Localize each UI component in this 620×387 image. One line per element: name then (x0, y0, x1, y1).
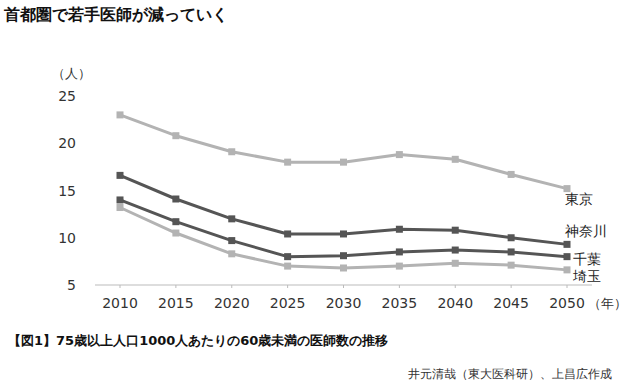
x-tick (399, 285, 400, 288)
series-marker (228, 250, 235, 257)
x-tick-label: 2025 (270, 295, 306, 311)
x-tick-label: 2015 (158, 295, 194, 311)
series-marker (340, 264, 347, 271)
title: 首都圏で若手医師が減っていく (3, 5, 228, 24)
series-line (120, 115, 567, 189)
series-marker (284, 230, 291, 237)
series-marker (564, 266, 571, 273)
x-tick (120, 285, 121, 288)
x-tick-label: 2010 (102, 295, 138, 311)
y-tick-label: 10 (58, 230, 76, 246)
x-tick (175, 285, 176, 288)
series-marker (452, 260, 459, 267)
x-tick-label: 2035 (382, 295, 418, 311)
series-marker (508, 248, 515, 255)
series-marker (172, 196, 179, 203)
series-label: 埼玉 (572, 268, 601, 284)
x-tick-label: 2040 (437, 295, 473, 311)
series-marker (284, 263, 291, 270)
series-marker (228, 148, 235, 155)
y-axis-label: （人） (52, 66, 91, 81)
series-marker (508, 234, 515, 241)
series-marker (396, 248, 403, 255)
series-marker (564, 253, 571, 260)
series-marker (396, 151, 403, 158)
series-marker (284, 159, 291, 166)
series-marker (340, 159, 347, 166)
series-line (120, 208, 567, 270)
series-marker (508, 171, 515, 178)
series-label: 千葉 (573, 251, 601, 267)
y-tick-label: 15 (58, 183, 76, 199)
series-label: 東京 (565, 191, 593, 207)
x-tick (231, 285, 232, 288)
x-tick (287, 285, 288, 288)
series-line (120, 200, 567, 257)
x-axis-label: （年） (588, 296, 620, 311)
series-marker (340, 230, 347, 237)
series-marker (117, 196, 124, 203)
series-marker (117, 204, 124, 211)
series-marker (396, 263, 403, 270)
x-tick (343, 285, 344, 288)
caption: 【図1】75歳以上人口1000人あたりの60歳未満の医師数の推移 (8, 333, 388, 348)
y-tick-label: 20 (58, 135, 76, 151)
series-marker (452, 247, 459, 254)
x-tick-label: 2030 (326, 295, 362, 311)
y-tick-label: 5 (67, 277, 76, 293)
series-marker (340, 252, 347, 259)
series-marker (564, 241, 571, 248)
x-tick (455, 285, 456, 288)
series-marker (452, 227, 459, 234)
series-marker (117, 111, 124, 118)
series-marker (172, 218, 179, 225)
series-marker (117, 172, 124, 179)
series-label: 神奈川 (565, 223, 607, 239)
x-tick-label: 2020 (214, 295, 250, 311)
series-marker (172, 132, 179, 139)
x-tick (567, 285, 568, 288)
series-marker (172, 230, 179, 237)
x-tick (511, 285, 512, 288)
series-marker (228, 237, 235, 244)
series-group (117, 111, 571, 273)
x-tick-label: 2045 (493, 295, 529, 311)
y-tick-label: 25 (58, 88, 76, 104)
x-tick-label: 2050 (549, 295, 585, 311)
series-marker (228, 215, 235, 222)
series-marker (396, 226, 403, 233)
series-line (120, 175, 567, 244)
series-marker (284, 253, 291, 260)
source: 井元清哉（東大医科研）、上昌広作成 (408, 367, 612, 381)
chart: 首都圏で若手医師が減っていく（人）51015202520102015202020… (0, 0, 620, 387)
series-marker (508, 262, 515, 269)
series-marker (452, 156, 459, 163)
